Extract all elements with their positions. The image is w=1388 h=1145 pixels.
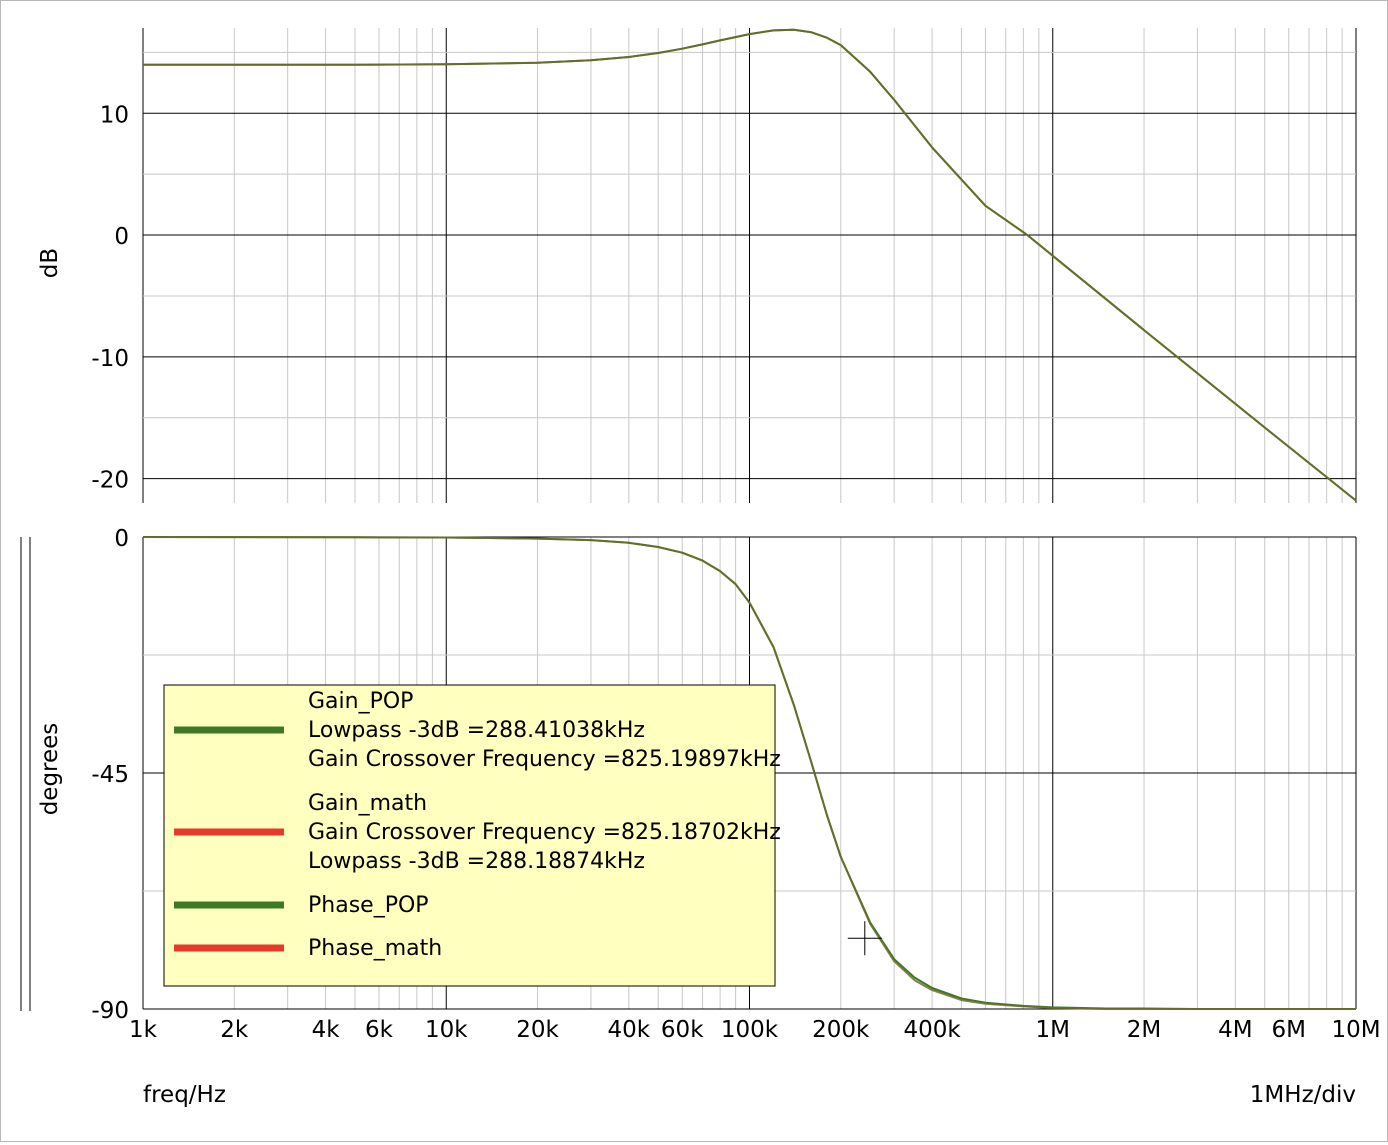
legend-measurement: Lowpass -3dB =288.41038kHz — [308, 718, 645, 743]
x-tick-label: 2M — [1127, 1017, 1161, 1043]
x-tick-label: 4M — [1218, 1017, 1252, 1043]
y-tick-labels: 0 -45 -90 — [91, 526, 129, 1024]
phase-y-axis-label: degrees — [37, 723, 63, 816]
legend-series-name: Gain_POP — [308, 689, 413, 714]
x-tick-label: 6k — [365, 1017, 394, 1043]
x-tick-label: 400k — [903, 1017, 961, 1043]
x-tick-labels: 1k 2k 4k 6k 10k 20k 40k 60k 100k 200k 400k 1M 2M 4M 6M… — [129, 1017, 1381, 1043]
series-line-gain-math — [143, 28, 1357, 502]
x-tick-label: 10M — [1331, 1017, 1380, 1043]
y-tick-label: 0 — [114, 526, 129, 552]
x-tick-label: 4k — [312, 1017, 341, 1043]
x-tick-label: 100k — [721, 1017, 779, 1043]
y-tick-label: -90 — [91, 998, 129, 1024]
legend-series-name: Gain_math — [308, 791, 427, 816]
x-tick-label: 40k — [608, 1017, 651, 1043]
y-tick-label: -20 — [91, 468, 129, 494]
legend-series-name: Phase_POP — [308, 893, 429, 918]
series-line-phase-math — [142, 536, 1356, 1010]
legend-measurement: Gain Crossover Frequency =825.18702kHz — [308, 820, 781, 845]
legend-series-name: Phase_math — [308, 936, 442, 961]
x-tick-label: 1k — [129, 1017, 158, 1043]
gain-plot-panel[interactable]: 10 0 -10 -20 — [91, 28, 1357, 503]
x-tick-label: 200k — [812, 1017, 870, 1043]
x-tick-label: 6M — [1271, 1017, 1305, 1043]
x-tick-label: 1M — [1036, 1017, 1070, 1043]
grid-lines — [142, 28, 1357, 503]
x-axis-label: freq/Hz — [143, 1082, 226, 1108]
x-tick-label: 20k — [516, 1017, 559, 1043]
y-tick-label: -45 — [91, 762, 129, 788]
data-series — [143, 28, 1357, 502]
data-series — [142, 536, 1356, 1010]
cursor-crosshair — [847, 921, 882, 956]
y-tick-label: -10 — [91, 346, 129, 372]
legend[interactable]: Gain_POP Lowpass -3dB =288.41038kHz Gain C… — [163, 684, 781, 987]
x-tick-label: 60k — [661, 1017, 704, 1043]
y-tick-label: 10 — [100, 102, 129, 128]
division-label: 1MHz/div — [1250, 1082, 1356, 1108]
x-tick-label: 10k — [425, 1017, 468, 1043]
legend-measurement: Lowpass -3dB =288.18874kHz — [308, 849, 645, 874]
y-tick-label: 0 — [114, 224, 129, 250]
x-tick-label: 2k — [220, 1017, 249, 1043]
gain-y-axis-label: dB — [37, 248, 63, 278]
legend-measurement: Gain Crossover Frequency =825.19897kHz — [308, 747, 781, 772]
y-tick-labels: 10 0 -10 -20 — [91, 102, 129, 493]
axis-labels: dB degrees freq/Hz 1MHz/div — [37, 248, 1356, 1108]
